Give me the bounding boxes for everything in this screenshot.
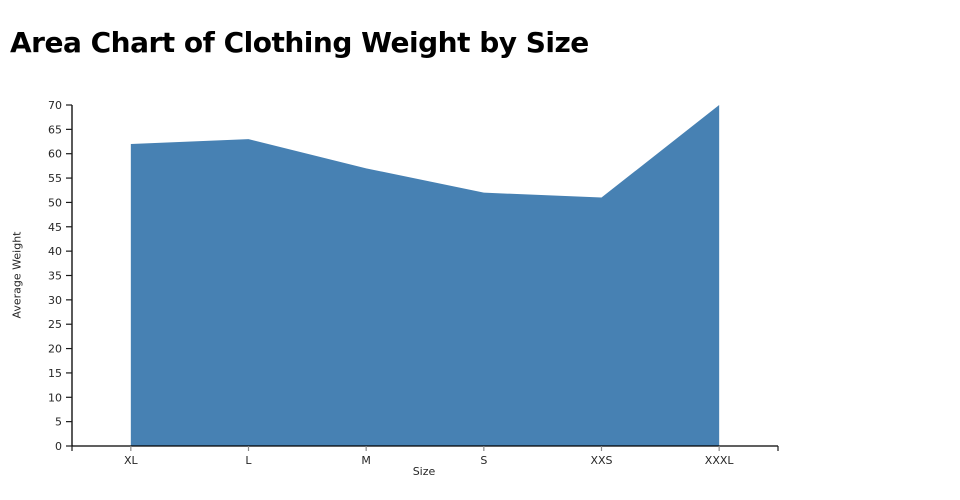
y-tick-label: 25 bbox=[48, 318, 62, 331]
y-tick-label: 60 bbox=[48, 148, 62, 161]
y-tick-label: 15 bbox=[48, 367, 62, 380]
y-tick-label: 70 bbox=[48, 99, 62, 112]
y-tick-label: 65 bbox=[48, 123, 62, 136]
x-tick-label: M bbox=[361, 454, 371, 467]
area-series bbox=[130, 105, 720, 446]
y-tick-label: 30 bbox=[48, 294, 62, 307]
y-tick-label: 45 bbox=[48, 221, 62, 234]
x-tick-label: XXS bbox=[590, 454, 612, 467]
y-tick-label: 0 bbox=[55, 440, 62, 453]
y-tick-label: 10 bbox=[48, 391, 62, 404]
x-tick-label: XXXL bbox=[705, 454, 735, 467]
y-tick-label: 55 bbox=[48, 172, 62, 185]
y-tick-label: 40 bbox=[48, 245, 62, 258]
x-tick-label: L bbox=[245, 454, 252, 467]
y-tick-label: 5 bbox=[55, 416, 62, 429]
y-tick-label: 20 bbox=[48, 343, 62, 356]
x-tick-label: XL bbox=[124, 454, 139, 467]
chart-title: Area Chart of Clothing Weight by Size bbox=[10, 26, 589, 59]
x-axis-title: Size bbox=[412, 465, 436, 478]
y-tick-label: 50 bbox=[48, 196, 62, 209]
y-tick-label: 35 bbox=[48, 270, 62, 283]
x-tick-label: S bbox=[480, 454, 487, 467]
